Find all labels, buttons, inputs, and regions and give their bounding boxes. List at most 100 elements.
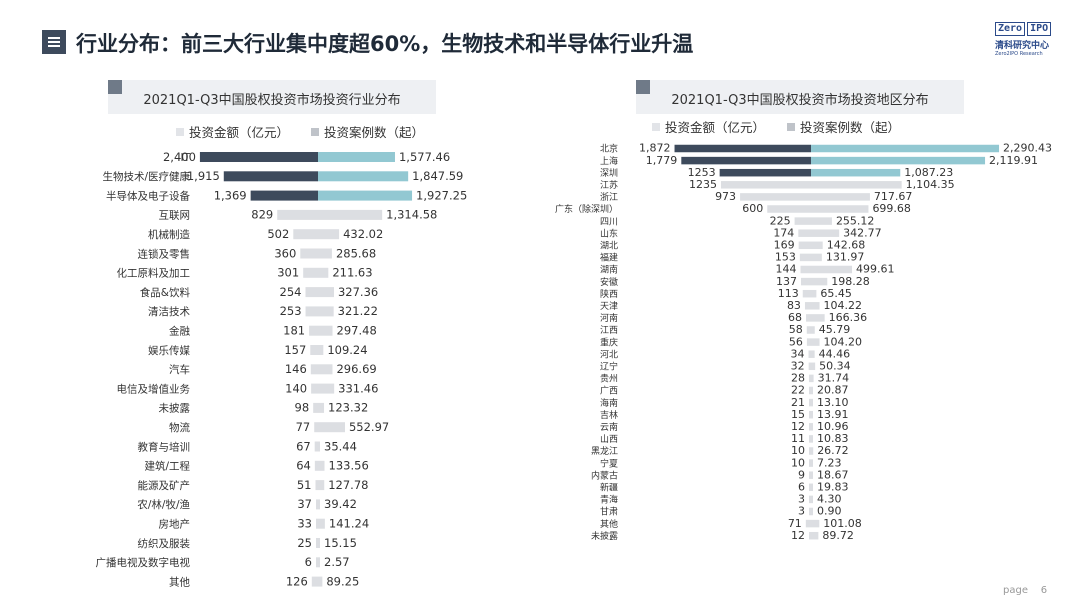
cases-bar (318, 171, 409, 182)
category-label: 纺织及服装 (138, 537, 191, 550)
amount-bar (314, 441, 318, 452)
category-label: 物流 (169, 421, 190, 434)
cases-bar (318, 460, 325, 471)
amount-bar (223, 171, 318, 182)
cases-bar (318, 306, 334, 317)
amount-label: 157 (284, 343, 306, 357)
cases-bar (318, 152, 395, 162)
page-number-value: 6 (1040, 585, 1048, 596)
amount-label: 25 (297, 536, 312, 550)
cases-label: 297.48 (337, 323, 377, 337)
amount-label: 502 (267, 227, 289, 241)
title-menu-icon (42, 30, 66, 54)
amount-label: 181 (283, 323, 305, 337)
cases-bar (318, 499, 320, 510)
cases-label: 552.97 (349, 420, 389, 434)
amount-bar (305, 306, 318, 317)
amount-label: 37 (297, 497, 312, 511)
amount-label: 829 (251, 208, 273, 222)
cases-label: 1,927.25 (416, 188, 467, 202)
cases-label: 127.78 (328, 478, 368, 492)
amount-bar (311, 383, 318, 394)
cases-label: 35.44 (324, 439, 357, 453)
right-legend: 投资金额（亿元） 投资案例数（起） (652, 117, 922, 136)
left-legend-cases-label: 投资案例数（起） (324, 125, 425, 140)
right-legend-cases-label: 投资案例数（起） (800, 120, 901, 135)
category-label: 清洁技术 (148, 305, 190, 318)
category-label: 教育与培训 (138, 440, 191, 453)
category-label: 化工原料及加工 (117, 267, 191, 280)
amount-bar (314, 460, 318, 471)
cases-label: 211.63 (332, 266, 372, 280)
amount-bar (316, 499, 318, 510)
category-label: 建筑/工程 (144, 460, 190, 473)
amount-bar (293, 229, 318, 240)
right-chart-header: 2021Q1-Q3中国股权投资市场投资地区分布 (636, 80, 964, 114)
amount-label: 6 (305, 555, 312, 569)
cases-bar (318, 364, 333, 375)
cases-bar (318, 383, 335, 394)
cases-label: 285.68 (336, 246, 376, 260)
cases-label: 1,847.59 (412, 169, 463, 183)
amount-label: 140 (285, 381, 307, 395)
amount-bar (313, 402, 318, 413)
category-label: 食品&饮料 (140, 286, 191, 299)
cases-bar (318, 287, 334, 298)
amount-bar (300, 248, 318, 259)
cases-bar (318, 345, 324, 355)
cases-label: 327.36 (338, 285, 378, 299)
amount-label: 253 (280, 304, 302, 318)
category-label: 广播电视及数字电视 (96, 556, 191, 569)
amount-bar (199, 152, 318, 162)
amount-label: 77 (296, 420, 311, 434)
cases-label: 1,577.46 (399, 150, 450, 164)
cases-bar (318, 538, 320, 548)
right-legend-amount-swatch (652, 122, 660, 131)
category-label: 金融 (169, 324, 190, 337)
page-title: 行业分布：前三大行业集中度超60%，生物技术和半导体行业升温 (76, 32, 694, 56)
right-legend-cases: 投资案例数（起） (787, 117, 900, 136)
cases-bar (318, 576, 323, 587)
category-label: 半导体及电子设备 (106, 189, 190, 202)
amount-bar (311, 576, 318, 587)
amount-bar (305, 287, 318, 298)
amount-bar (250, 190, 318, 201)
left-chart-title: 2021Q1-Q3中国股权投资市场投资行业分布 (143, 93, 401, 108)
cases-label: 15.15 (324, 536, 357, 550)
category-label: 农/林/牧/渔 (137, 498, 190, 511)
amount-bar (316, 557, 318, 568)
cases-label: 331.46 (338, 381, 378, 395)
amount-label: 254 (280, 285, 302, 299)
amount-bar (315, 480, 318, 491)
cases-label: 89.25 (326, 574, 359, 588)
cases-bar (318, 441, 320, 452)
amount-bar (310, 345, 318, 355)
amount-bar (277, 209, 318, 220)
category-label: 生物技术/医疗健康 (102, 170, 190, 183)
amount-label: 51 (297, 478, 312, 492)
logo-box-a: Zero (995, 22, 1026, 36)
amount-bar (314, 422, 318, 433)
left-chart-marker (108, 80, 122, 94)
category-label: 汽车 (169, 363, 190, 376)
cases-bar (318, 325, 333, 336)
left-legend-amount: 投资金额（亿元） (176, 122, 289, 141)
amount-label: 2,400 (163, 150, 196, 164)
amount-label: 360 (274, 246, 296, 260)
cases-label: 123.32 (328, 401, 368, 415)
category-label: 其他 (169, 575, 190, 588)
left-chart-header: 2021Q1-Q3中国股权投资市场投资行业分布 (108, 80, 436, 114)
left-legend-cases-swatch (311, 127, 320, 136)
right-legend-amount-label: 投资金额（亿元） (665, 120, 766, 135)
cases-bar (318, 229, 340, 240)
amount-label: 1,369 (214, 188, 247, 202)
cases-label: 2.57 (324, 555, 350, 569)
category-label: 未披露 (159, 402, 191, 415)
cases-bar (318, 422, 345, 433)
left-legend-cases: 投资案例数（起） (311, 122, 424, 141)
category-label: IT (180, 152, 190, 164)
right-legend-amount: 投资金额（亿元） (652, 117, 765, 136)
cases-bar (318, 557, 320, 568)
cases-bar (318, 480, 325, 491)
cases-bar (318, 267, 329, 278)
